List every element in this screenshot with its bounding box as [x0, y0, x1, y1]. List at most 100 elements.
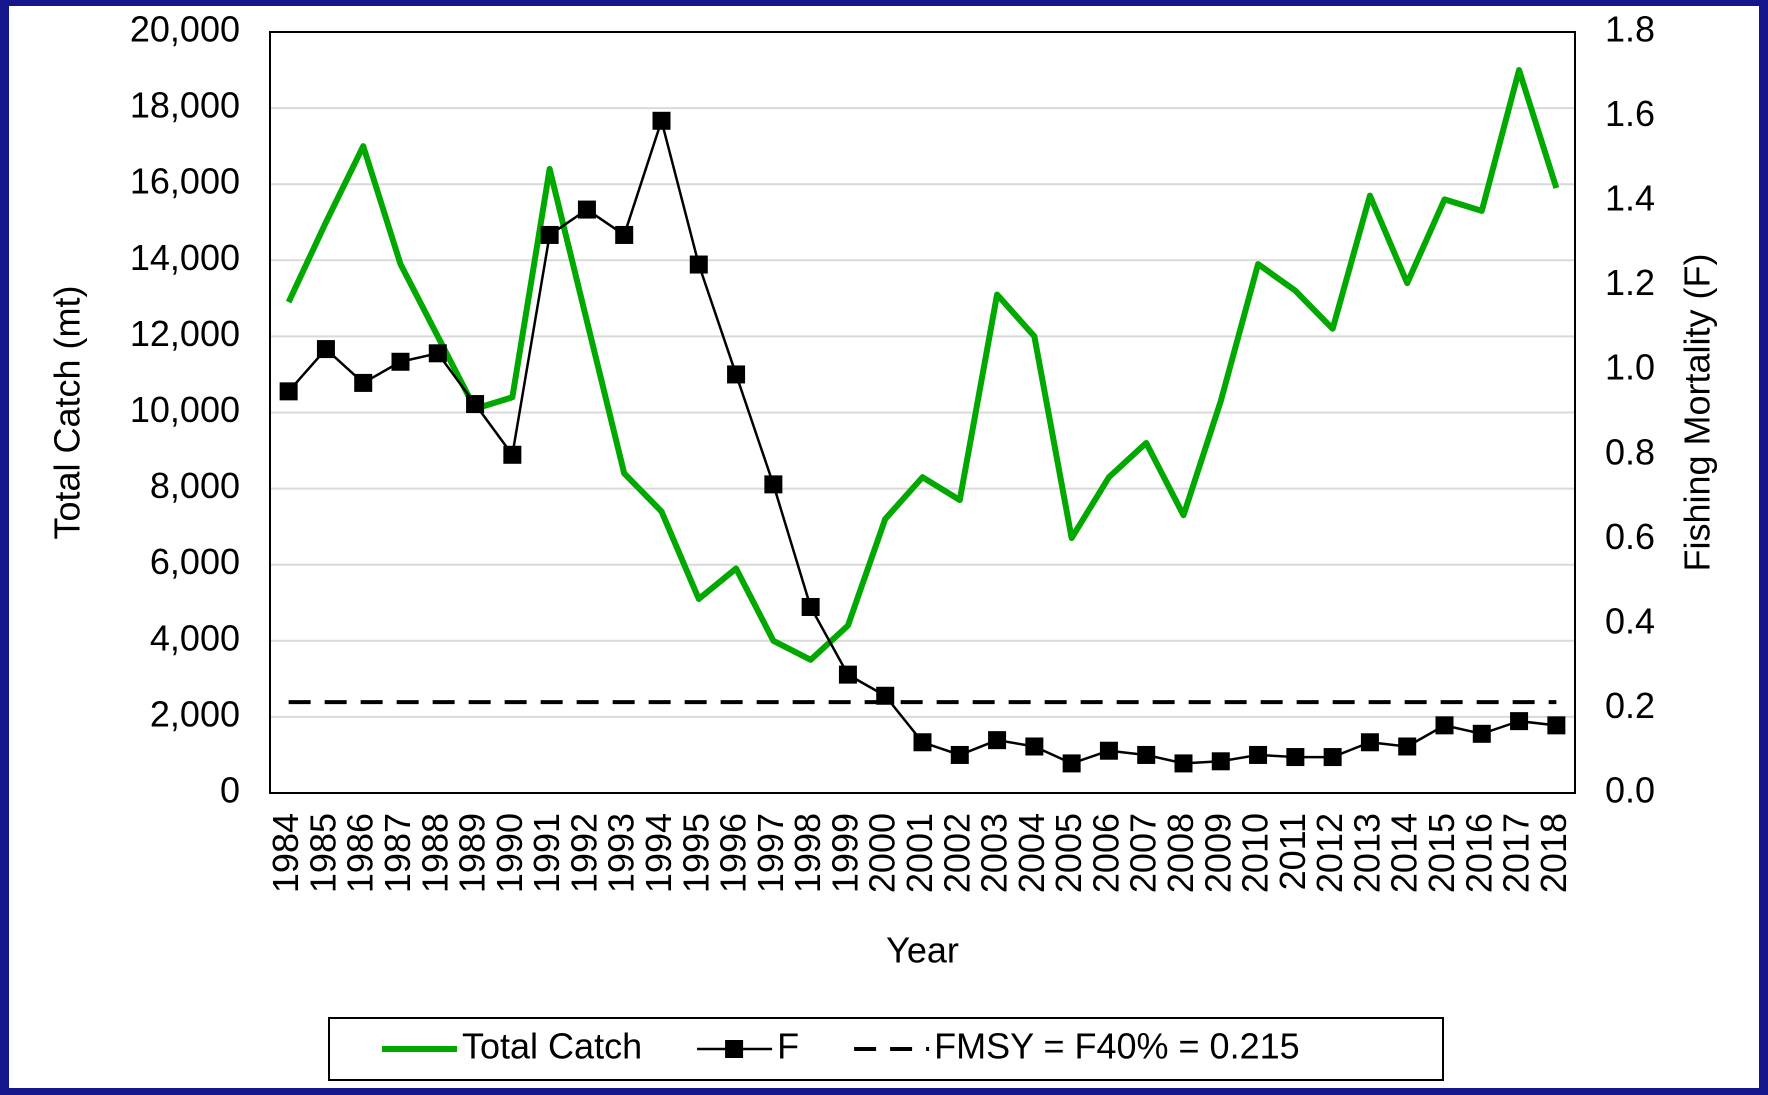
data-point [988, 731, 1007, 750]
data-point [689, 255, 708, 274]
data-point [540, 225, 559, 244]
panel [9, 6, 1759, 1088]
data-point [503, 445, 522, 464]
y2-tick-label: 1.0 [1605, 347, 1655, 388]
data-point [1398, 737, 1417, 756]
data-point [1137, 745, 1156, 764]
x-tick-label: 1994 [638, 813, 679, 893]
x-tick-label: 2017 [1496, 813, 1537, 893]
x-tick-label: 1985 [302, 813, 343, 893]
x-tick-label: 2013 [1346, 813, 1387, 893]
data-point [913, 733, 932, 752]
data-point [1547, 716, 1566, 735]
x-tick-label: 1989 [452, 813, 493, 893]
legend-box [328, 1017, 1444, 1081]
x-tick-label: 2011 [1272, 813, 1313, 890]
x-tick-label: 1991 [526, 813, 567, 893]
legend-label: Total Catch [462, 1026, 642, 1067]
y2-tick-label: 0.2 [1605, 685, 1655, 726]
data-point [1211, 752, 1230, 771]
x-tick-label: 2001 [899, 813, 940, 893]
x-tick-label: 1987 [377, 813, 418, 893]
data-point [764, 475, 783, 494]
x-tick-label: 2008 [1160, 813, 1201, 893]
legend-marker [725, 1040, 744, 1058]
data-point [838, 665, 857, 684]
data-point [428, 344, 447, 363]
x-tick-label: 1993 [601, 813, 642, 893]
x-tick-label: 1996 [713, 813, 754, 893]
x-tick-label: 2006 [1085, 813, 1126, 893]
y2-tick-label: 1.8 [1605, 9, 1655, 50]
data-point [466, 395, 485, 414]
y-tick-label: 4,000 [150, 617, 240, 658]
data-point [391, 352, 410, 371]
x-tick-label: 1998 [787, 813, 828, 893]
data-point [1435, 716, 1454, 735]
x-tick-label: 2003 [974, 813, 1015, 893]
data-point [279, 382, 298, 401]
x-tick-label: 2010 [1235, 813, 1276, 893]
x-tick-label: 1990 [489, 813, 530, 893]
x-tick-label: 2015 [1421, 813, 1462, 893]
y2-tick-label: 0.0 [1605, 770, 1655, 811]
x-tick-label: 2005 [1048, 813, 1089, 893]
x-tick-label: 1988 [414, 813, 455, 893]
x-axis-label: Year [886, 930, 959, 971]
y-tick-label: 2,000 [150, 693, 240, 734]
y-tick-label: 14,000 [130, 237, 240, 278]
x-tick-label: 1995 [675, 813, 716, 893]
data-point [1025, 737, 1044, 756]
data-point [1249, 745, 1268, 764]
x-tick-label: 2009 [1197, 813, 1238, 893]
x-tick-label: 2016 [1458, 813, 1499, 893]
x-tick-label: 2002 [936, 813, 977, 893]
x-tick-label: 1984 [265, 813, 306, 893]
x-tick-label: 2018 [1533, 813, 1574, 893]
x-tick-label: 1999 [824, 813, 865, 893]
data-point [801, 597, 820, 616]
data-point [1323, 748, 1342, 767]
data-point [1099, 741, 1118, 760]
data-point [316, 340, 335, 359]
y2-tick-label: 1.2 [1605, 262, 1655, 303]
plot-frame [269, 31, 1576, 794]
y2-tick-label: 1.4 [1605, 178, 1655, 219]
x-tick-label: 2007 [1123, 813, 1164, 893]
y2-tick-label: 0.6 [1605, 516, 1655, 557]
y2-tick-label: 0.8 [1605, 431, 1655, 472]
data-point [652, 111, 671, 130]
data-point [1472, 724, 1491, 743]
data-point [1174, 754, 1193, 773]
y-axis-label: Total Catch (mt) [47, 285, 88, 539]
data-point [1286, 748, 1305, 767]
data-point [615, 225, 634, 244]
legend-label: F [777, 1026, 799, 1067]
data-point [950, 745, 969, 764]
data-point [727, 365, 746, 384]
x-tick-label: 2014 [1384, 813, 1425, 893]
y2-axis-label: Fishing Mortality (F) [1677, 253, 1718, 571]
y-tick-label: 16,000 [130, 161, 240, 202]
legend-label: FMSY = F40% = 0.215 [934, 1026, 1300, 1067]
y2-tick-label: 1.6 [1605, 93, 1655, 134]
data-point [876, 686, 895, 705]
y-tick-label: 20,000 [130, 9, 240, 50]
data-point [1510, 712, 1529, 731]
y-tick-label: 8,000 [150, 465, 240, 506]
x-tick-label: 1986 [340, 813, 381, 893]
y-tick-label: 10,000 [130, 389, 240, 430]
y-tick-label: 6,000 [150, 541, 240, 582]
y-tick-label: 0 [220, 770, 240, 811]
x-tick-label: 2012 [1309, 813, 1350, 893]
data-point [577, 200, 596, 219]
x-tick-label: 2004 [1011, 813, 1052, 893]
series-line [285, 67, 1560, 663]
x-tick-label: 1992 [563, 813, 604, 893]
x-tick-label: 2000 [862, 813, 903, 893]
y2-tick-label: 0.4 [1605, 600, 1655, 641]
data-point [354, 373, 373, 392]
x-tick-label: 1997 [750, 813, 791, 893]
